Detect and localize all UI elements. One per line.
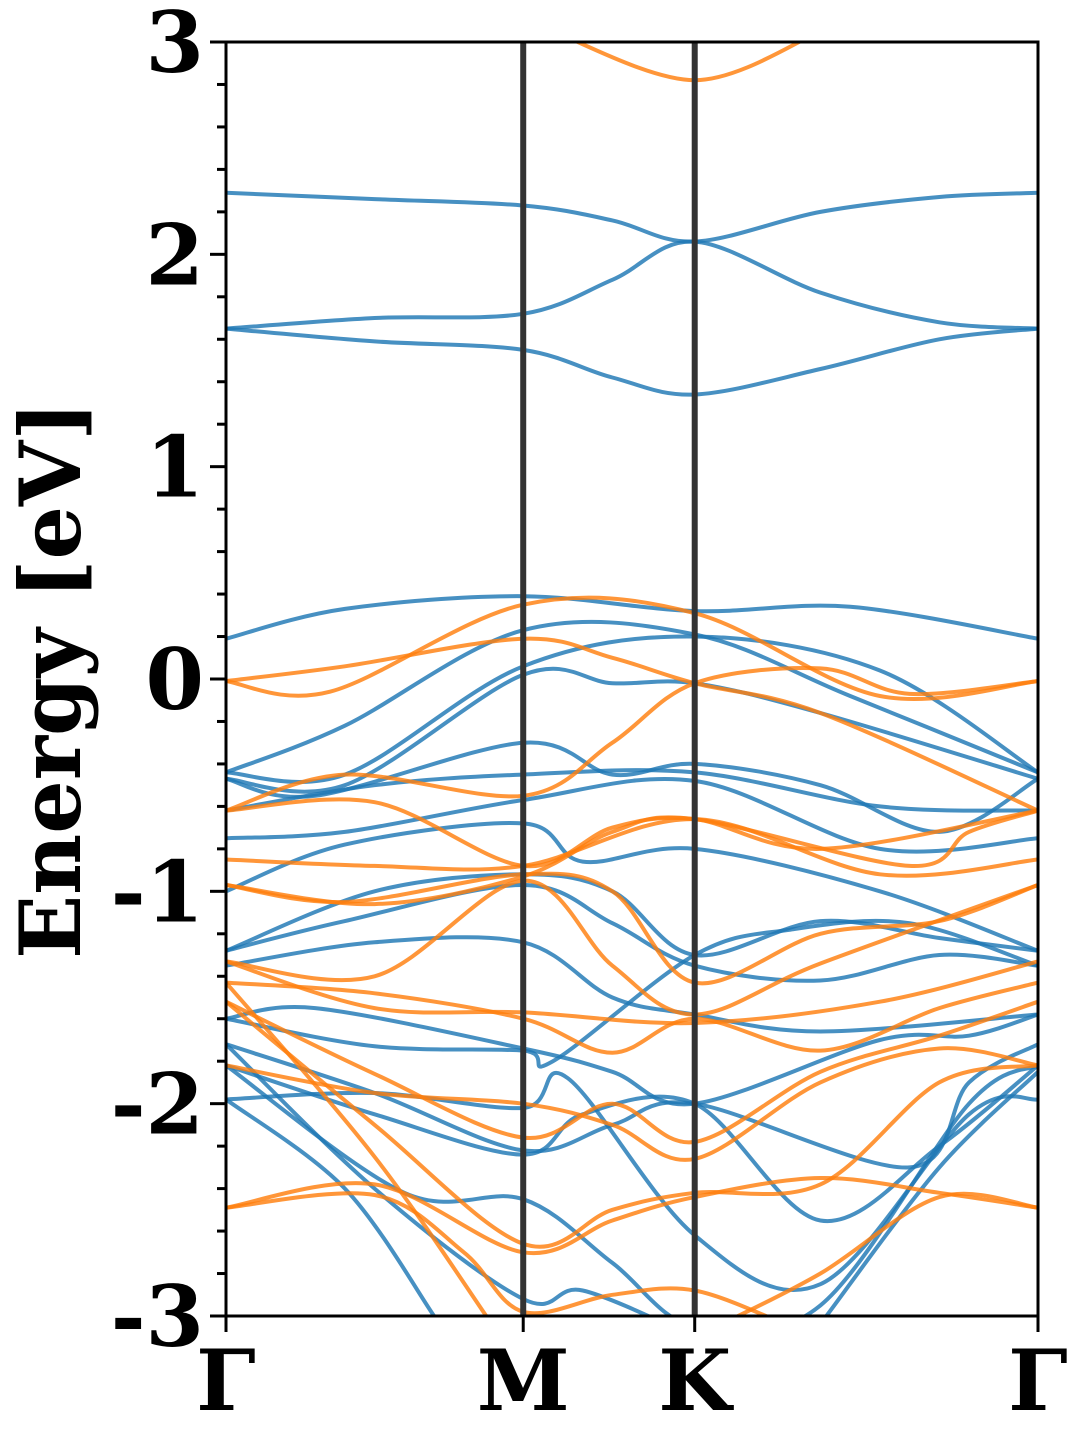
x-tick-label: M	[477, 1331, 570, 1430]
band-line-spin_up-10	[226, 821, 1038, 953]
band-line-spin_up-1	[226, 239, 1038, 331]
band-line-spin_down-36	[226, 999, 1038, 1249]
band-line-spin_up-2	[226, 326, 1038, 397]
band-line-spin_up-0	[226, 190, 1038, 244]
band-line-spin_up-8	[226, 768, 1038, 813]
band-line-spin_up-13	[226, 935, 1038, 1034]
high-symmetry-lines	[520, 42, 698, 1316]
band-line-spin_down-35	[226, 1046, 1038, 1162]
band-line-spin_down-37	[226, 1175, 1038, 1256]
y-tick-label: 3	[146, 0, 204, 92]
band-line-spin_up-5	[226, 634, 1038, 784]
band-line-spin_up-4	[226, 619, 1038, 775]
y-tick-label: 2	[146, 205, 204, 304]
y-tick-label: -2	[111, 1055, 204, 1154]
band-line-spin_down-29	[226, 808, 1038, 907]
x-tick-label: Γ	[196, 1331, 256, 1430]
band-line-spin_down-39	[226, 980, 489, 1316]
y-tick-label: 0	[146, 630, 204, 729]
band-line-spin_up-11	[226, 872, 1038, 958]
band-line-spin_down-33	[226, 980, 1038, 1055]
band-line-spin_down-38	[226, 1191, 771, 1316]
band-line-spin_up-17	[226, 1063, 1038, 1224]
band-line-spin_down-31	[226, 878, 1038, 1017]
band-line-spin_up-3	[226, 594, 1038, 641]
y-tick-label: 1	[146, 418, 204, 517]
band-lines	[226, 42, 1038, 1316]
band-line-spin_down-32	[226, 959, 1038, 1026]
y-tick-label: -1	[111, 842, 204, 941]
band-line-spin_down-40	[733, 1191, 1038, 1316]
band-line-spin_down-25	[226, 636, 1038, 813]
band-line-spin_up-22	[824, 1069, 1038, 1316]
x-tick-label: Γ	[1008, 1331, 1068, 1430]
band-line-spin_down-34	[226, 999, 1038, 1145]
band-line-spin_down-24	[226, 595, 1038, 701]
band-line-spin_down-26	[226, 666, 1038, 813]
y-ticks: -3 -2 -1 0 1 2 3	[111, 0, 226, 1366]
band-line-spin_up-12	[226, 882, 1038, 983]
y-axis-label: Energy [eV]	[1, 401, 100, 959]
x-tick-label: K	[658, 1331, 734, 1430]
band-line-spin_up-21	[226, 1042, 654, 1316]
band-line-spin_up-9	[226, 776, 1038, 854]
band-line-spin_up-6	[226, 666, 1038, 794]
band-line-spin_down-27	[226, 797, 1038, 869]
band-line-spin_down-23	[572, 42, 804, 83]
band-line-spin_down-30	[226, 871, 1038, 986]
band-line-spin_down-28	[226, 817, 1038, 878]
band-line-spin_up-20	[226, 1097, 437, 1316]
y-tick-label: -3	[111, 1267, 204, 1366]
